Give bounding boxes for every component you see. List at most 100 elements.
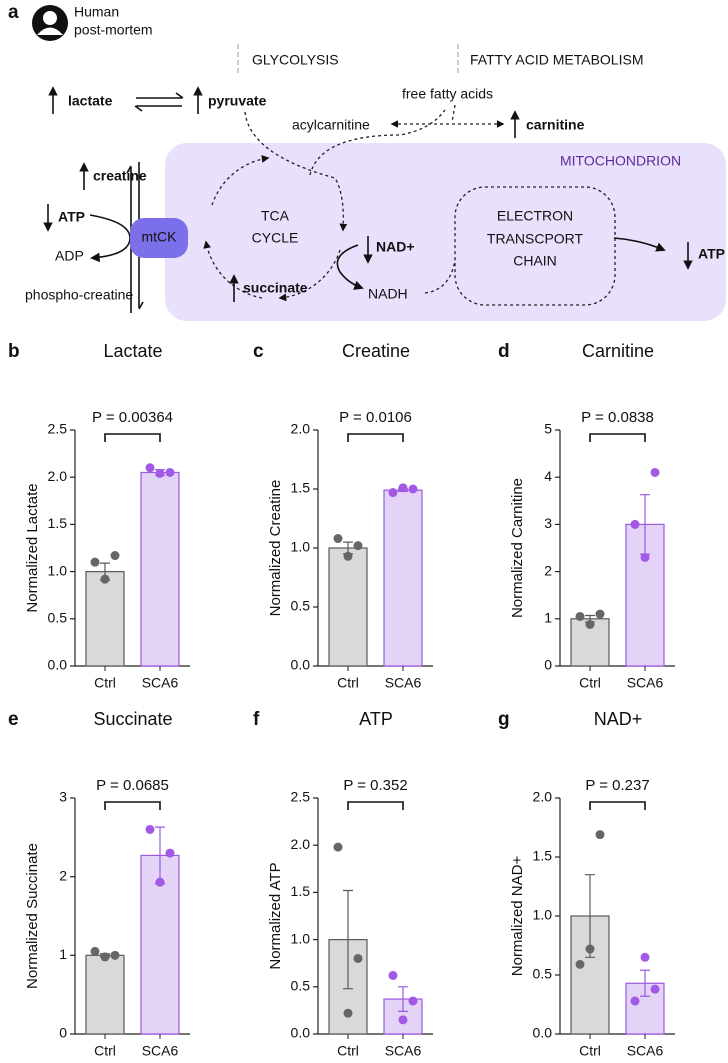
metabolite: NADH: [368, 286, 408, 302]
bar: [383, 489, 423, 667]
x-tick-label: SCA6: [627, 675, 664, 691]
y-tick-label: 1.5: [291, 480, 311, 496]
chart-title: Creatine: [342, 341, 410, 361]
y-tick-label: 3: [544, 515, 552, 531]
etc-label: CHAIN: [513, 253, 557, 269]
x-tick-label: Ctrl: [94, 675, 116, 691]
significance-bracket: [589, 433, 646, 442]
significance-bracket: [104, 801, 161, 810]
metabolite: pyruvate: [208, 93, 267, 109]
significance-bracket: [347, 801, 404, 810]
data-point: [630, 996, 640, 1006]
p-value: P = 0.0685: [96, 777, 169, 794]
data-point: [575, 959, 585, 969]
y-tick-label: 2.0: [291, 421, 311, 437]
metabolite: succinate: [243, 280, 308, 296]
metabolite: lactate: [68, 93, 113, 109]
significance-bracket: [347, 433, 404, 442]
y-tick-label: 1.0: [533, 907, 553, 923]
y-tick-label: 1.0: [48, 562, 68, 578]
metabolite: ATP: [698, 246, 725, 262]
p-value: P = 0.0838: [581, 409, 654, 426]
pathway-diagram: a Human post-mortem GLYCOLYSIS FATTY ACI…: [8, 2, 726, 321]
error-bar: [585, 874, 595, 958]
y-tick-label: 1: [59, 946, 67, 962]
y-tick-label: 3: [59, 789, 67, 805]
data-point: [398, 483, 408, 493]
pathway-label: GLYCOLYSIS: [252, 52, 339, 68]
error-bar: [343, 889, 353, 990]
enzyme: [130, 218, 188, 258]
significance-bracket: [104, 433, 161, 442]
bar: [140, 471, 180, 667]
bar: [85, 954, 125, 1035]
x-tick-label: Ctrl: [94, 1043, 116, 1059]
y-tick-label: 2.5: [48, 421, 68, 437]
y-tick-label: 2: [59, 867, 67, 883]
significance-bracket: [589, 801, 646, 810]
y-tick-label: 1.0: [291, 539, 311, 555]
panel-label: g: [498, 709, 510, 730]
y-tick-label: 0: [544, 657, 552, 673]
data-point: [165, 848, 175, 858]
y-axis-label: Normalized NAD+: [509, 856, 526, 977]
data-point: [333, 842, 343, 852]
y-tick-label: 2: [544, 562, 552, 578]
chart-title: NAD+: [594, 709, 643, 729]
x-tick-label: SCA6: [142, 1043, 179, 1059]
metabolite: ATP: [58, 209, 85, 225]
y-tick-label: 0.5: [533, 966, 553, 982]
data-point: [595, 609, 605, 619]
metabolite: ADP: [55, 248, 84, 264]
y-tick-label: 0.0: [533, 1025, 553, 1041]
data-point: [110, 950, 120, 960]
error-bar: [398, 986, 408, 1012]
p-value: P = 0.0106: [339, 409, 412, 426]
data-point: [343, 1008, 353, 1018]
data-point: [90, 946, 100, 956]
y-tick-label: 2.0: [533, 789, 553, 805]
data-point: [408, 484, 418, 494]
y-tick-label: 1.5: [533, 848, 553, 864]
panel-label: c: [253, 341, 264, 362]
data-point: [388, 488, 398, 498]
pathway-label: FATTY ACID METABOLISM: [470, 52, 643, 68]
mitochondrion: [165, 143, 726, 321]
metabolite: acylcarnitine: [292, 117, 370, 133]
data-point: [90, 557, 100, 567]
metabolite: creatine: [93, 168, 147, 184]
p-value: P = 0.237: [585, 777, 649, 794]
chart-title: ATP: [359, 709, 393, 729]
y-tick-label: 2.0: [48, 468, 68, 484]
x-tick-label: Ctrl: [579, 1043, 601, 1059]
data-point: [398, 1015, 408, 1025]
data-point: [353, 541, 363, 551]
y-tick-label: 0: [59, 1025, 67, 1041]
data-point: [100, 574, 110, 584]
y-axis-label: Normalized ATP: [267, 862, 284, 969]
chart-title: Carnitine: [582, 341, 654, 361]
y-tick-label: 1.5: [291, 883, 311, 899]
data-point: [575, 611, 585, 621]
y-tick-label: 1.5: [48, 515, 68, 531]
bar: [85, 570, 125, 667]
cycle-label: CYCLE: [252, 230, 299, 246]
panel-label: f: [253, 709, 260, 730]
data-point: [165, 467, 175, 477]
data-point: [155, 877, 165, 887]
data-point: [650, 984, 660, 994]
source: Human: [74, 4, 119, 20]
x-tick-label: SCA6: [385, 675, 422, 691]
etc-box: [454, 186, 616, 306]
data-point: [145, 463, 155, 473]
y-tick-label: 1: [544, 610, 552, 626]
cycle-label: TCA: [261, 208, 290, 224]
panel-label: e: [8, 709, 19, 730]
data-point: [145, 824, 155, 834]
p-value: P = 0.00364: [92, 409, 173, 426]
bar: [328, 547, 368, 667]
panel-label: b: [8, 341, 20, 362]
data-point: [630, 519, 640, 529]
error-bar: [640, 969, 650, 997]
data-point: [110, 551, 120, 561]
